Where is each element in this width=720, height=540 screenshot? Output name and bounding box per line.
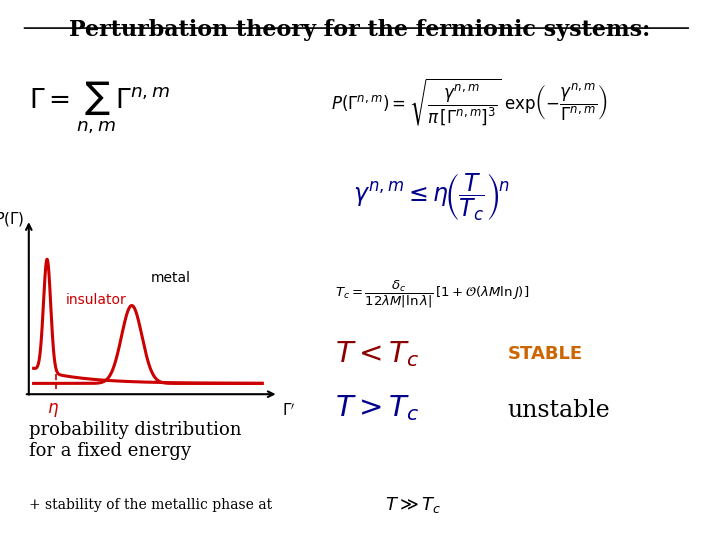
Text: $\Gamma'$: $\Gamma'$ bbox=[282, 402, 295, 418]
Text: $\gamma^{n,m} \leq \eta\!\left(\dfrac{T}{T_c}\right)^{\!n}$: $\gamma^{n,m} \leq \eta\!\left(\dfrac{T}… bbox=[353, 171, 510, 223]
Text: Perturbation theory for the fermionic systems:: Perturbation theory for the fermionic sy… bbox=[69, 19, 651, 41]
Text: probability distribution
for a fixed energy: probability distribution for a fixed ene… bbox=[29, 421, 241, 460]
Text: unstable: unstable bbox=[508, 399, 611, 422]
Text: $T < T_c$: $T < T_c$ bbox=[335, 339, 419, 369]
Text: $\eta$: $\eta$ bbox=[48, 401, 59, 420]
Text: insulator: insulator bbox=[66, 293, 126, 307]
Text: $P(\Gamma)$: $P(\Gamma)$ bbox=[0, 210, 24, 228]
Text: $T \gg T_c$: $T \gg T_c$ bbox=[385, 495, 442, 515]
Text: $\Gamma = \sum_{n,m} \Gamma^{n,m}$: $\Gamma = \sum_{n,m} \Gamma^{n,m}$ bbox=[29, 80, 170, 136]
Text: $T_c = \dfrac{\delta_c}{12\lambda M|\ln\lambda|}\,[1+\mathcal{O}(\lambda M\ln J): $T_c = \dfrac{\delta_c}{12\lambda M|\ln\… bbox=[335, 279, 529, 310]
Text: STABLE: STABLE bbox=[508, 345, 582, 363]
Text: + stability of the metallic phase at: + stability of the metallic phase at bbox=[29, 498, 272, 512]
Text: $T > T_c$: $T > T_c$ bbox=[335, 393, 419, 423]
Text: $P(\Gamma^{n,m}) = \sqrt{\dfrac{\gamma^{n,m}}{\pi\,[\Gamma^{n,m}]^3}}\;\exp\!\le: $P(\Gamma^{n,m}) = \sqrt{\dfrac{\gamma^{… bbox=[331, 77, 608, 129]
Text: metal: metal bbox=[151, 271, 192, 285]
